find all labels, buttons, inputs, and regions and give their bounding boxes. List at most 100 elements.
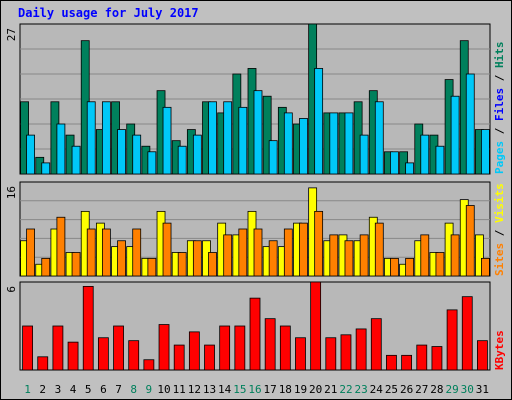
bar-sites-day-8 bbox=[132, 228, 142, 277]
bar-hits-day-17 bbox=[262, 95, 272, 175]
x-tick-day-29: 29 bbox=[445, 383, 458, 396]
bar-kbytes-day-10 bbox=[158, 324, 170, 371]
x-tick-day-8: 8 bbox=[130, 383, 137, 396]
bar-sites-day-29 bbox=[450, 234, 460, 277]
bar-pages-day-9 bbox=[147, 151, 157, 175]
x-tick-day-17: 17 bbox=[264, 383, 277, 396]
visits-sites-y-max-label: 16 bbox=[5, 186, 18, 199]
bar-pages-day-6 bbox=[101, 101, 111, 175]
bar-kbytes-day-30 bbox=[461, 296, 473, 371]
bar-sites-day-10 bbox=[162, 222, 172, 277]
legend-kbytes: KBytes bbox=[493, 330, 506, 370]
bar-sites-day-24 bbox=[374, 222, 384, 277]
bar-pages-day-2 bbox=[41, 162, 51, 175]
x-tick-day-7: 7 bbox=[115, 383, 122, 396]
bar-pages-day-8 bbox=[132, 134, 142, 175]
bar-sites-day-26 bbox=[405, 257, 415, 277]
bar-sites-day-2 bbox=[41, 257, 51, 277]
legend-files: Files bbox=[493, 88, 506, 121]
bar-pages-day-19 bbox=[299, 118, 308, 175]
bar-pages-day-15 bbox=[238, 106, 248, 175]
bar-sites-day-14 bbox=[223, 234, 233, 277]
bar-pages-day-14 bbox=[223, 101, 233, 175]
bar-pages-day-17 bbox=[268, 140, 278, 175]
x-tick-day-1: 1 bbox=[24, 383, 31, 396]
bar-kbytes-day-4 bbox=[67, 341, 79, 371]
x-tick-day-14: 14 bbox=[218, 383, 232, 396]
bar-sites-day-11 bbox=[177, 252, 187, 277]
bar-pages-day-7 bbox=[117, 129, 126, 175]
bar-sites-day-5 bbox=[86, 228, 96, 277]
hits-pages-y-max-label: 27 bbox=[5, 28, 18, 41]
bar-pages-day-3 bbox=[56, 123, 66, 175]
bar-sites-day-16 bbox=[253, 228, 263, 277]
x-tick-day-27: 27 bbox=[415, 383, 428, 396]
x-tick-day-28: 28 bbox=[430, 383, 443, 396]
bar-sites-day-13 bbox=[208, 252, 217, 277]
bar-kbytes-day-21 bbox=[325, 337, 337, 371]
x-tick-day-19: 19 bbox=[294, 383, 307, 396]
bar-kbytes-day-11 bbox=[173, 344, 185, 371]
bar-kbytes-day-9 bbox=[143, 359, 155, 371]
bar-kbytes-day-7 bbox=[113, 325, 124, 371]
legend-pages: Pages bbox=[493, 141, 506, 174]
bar-kbytes-day-23 bbox=[355, 328, 367, 371]
x-tick-day-3: 3 bbox=[55, 383, 62, 396]
bar-kbytes-day-13 bbox=[204, 344, 215, 371]
chart-title: Daily usage for July 2017 bbox=[18, 6, 199, 20]
bar-sites-day-3 bbox=[56, 216, 66, 277]
bar-pages-day-31 bbox=[481, 129, 490, 175]
x-tick-day-6: 6 bbox=[100, 383, 107, 396]
x-tick-day-13: 13 bbox=[203, 383, 216, 396]
bar-pages-day-25 bbox=[390, 151, 399, 175]
legend-sites: Sites bbox=[493, 243, 506, 276]
bar-kbytes-day-28 bbox=[431, 346, 443, 371]
bar-pages-day-1 bbox=[26, 134, 35, 175]
legend-visits: Visits bbox=[493, 183, 506, 223]
bar-sites-day-20 bbox=[314, 210, 324, 277]
bar-sites-day-27 bbox=[420, 234, 430, 277]
bar-kbytes-day-12 bbox=[188, 331, 200, 371]
x-tick-day-24: 24 bbox=[370, 383, 384, 396]
bar-kbytes-day-29 bbox=[446, 309, 458, 371]
x-tick-day-2: 2 bbox=[39, 383, 46, 396]
bar-pages-day-5 bbox=[86, 101, 96, 175]
legend-hits: Hits bbox=[493, 42, 506, 69]
bar-sites-day-28 bbox=[435, 252, 445, 277]
bar-pages-day-20 bbox=[314, 68, 324, 175]
bar-kbytes-day-27 bbox=[416, 344, 428, 371]
bar-sites-day-22 bbox=[344, 240, 354, 277]
x-tick-day-20: 20 bbox=[309, 383, 322, 396]
bar-pages-day-24 bbox=[374, 101, 384, 175]
bar-kbytes-day-19 bbox=[295, 337, 306, 371]
bar-pages-day-4 bbox=[71, 145, 81, 175]
x-tick-day-9: 9 bbox=[146, 383, 153, 396]
bar-kbytes-day-3 bbox=[52, 325, 64, 371]
x-tick-day-18: 18 bbox=[279, 383, 292, 396]
bar-kbytes-day-25 bbox=[386, 354, 397, 371]
bar-sites-day-4 bbox=[71, 252, 81, 277]
bar-kbytes-day-26 bbox=[401, 354, 413, 371]
bar-sites-day-9 bbox=[147, 257, 157, 277]
kbytes-y-max-label: 6 bbox=[5, 286, 18, 293]
bar-sites-day-17 bbox=[268, 240, 278, 277]
bar-pages-day-29 bbox=[450, 95, 460, 175]
bar-pages-day-18 bbox=[283, 112, 293, 175]
bar-kbytes-day-5 bbox=[82, 285, 94, 371]
bar-kbytes-day-17 bbox=[264, 318, 276, 371]
bar-pages-day-28 bbox=[435, 145, 445, 175]
bar-sites-day-25 bbox=[390, 257, 399, 277]
bar-kbytes-day-22 bbox=[340, 334, 352, 371]
bar-kbytes-day-2 bbox=[37, 356, 49, 371]
visits-sites-legend: Sites / Visits bbox=[493, 183, 506, 276]
bar-sites-day-7 bbox=[117, 240, 126, 277]
bar-kbytes-day-14 bbox=[219, 325, 231, 371]
bar-kbytes-day-20 bbox=[310, 281, 322, 371]
legend-separator: / bbox=[493, 223, 506, 243]
bar-kbytes-day-31 bbox=[477, 340, 488, 371]
bar-pages-day-16 bbox=[253, 90, 263, 175]
bar-pages-day-12 bbox=[192, 134, 202, 175]
x-tick-day-10: 10 bbox=[157, 383, 170, 396]
bar-kbytes-day-1 bbox=[22, 325, 33, 371]
